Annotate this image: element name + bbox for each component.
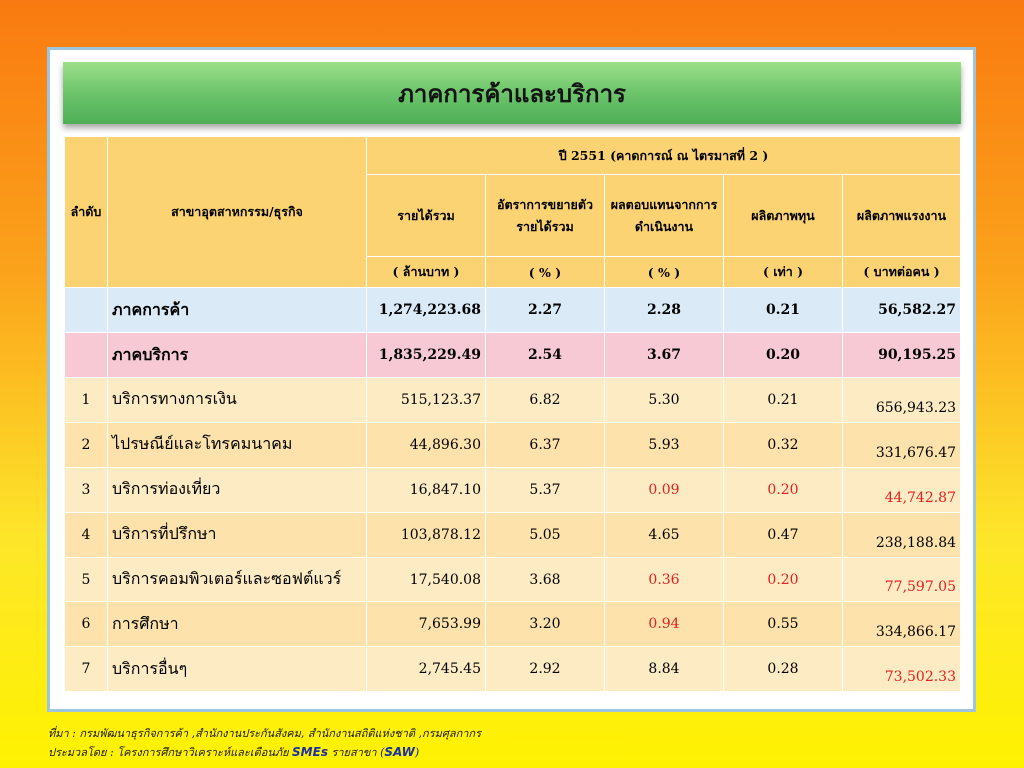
cell-revenue: 1,274,223.68 (366, 287, 486, 333)
cell-growth: 6.37 (485, 421, 605, 468)
cell-return: 5.93 (604, 421, 724, 468)
data-table: ลำดับ สาขาอุตสาหกรรม/ธุรกิจ ปี 2551 (คาด… (64, 136, 962, 693)
column-header-sector: สาขาอุตสาหกรรม/ธุรกิจ (107, 136, 367, 288)
unit-growth: ( % ) (485, 256, 605, 288)
cell-capital-productivity: 0.21 (723, 287, 843, 333)
cell-sector-name: บริการที่ปรึกษา (107, 511, 367, 558)
cell-labor-productivity: 238,188.84 (841, 511, 962, 558)
cell-sector-name: การศึกษา (107, 601, 367, 648)
source-note: ที่มา : กรมพัฒนาธุรกิจการค้า ,สำนักงานปร… (48, 727, 481, 740)
unit-return: ( % ) (604, 256, 724, 288)
cell-growth: 6.82 (485, 377, 605, 423)
cell-return: 0.09 (604, 466, 724, 513)
cell-growth: 2.54 (485, 332, 605, 378)
cell-capital-productivity: 0.47 (723, 511, 843, 558)
cell-growth: 5.05 (485, 511, 605, 558)
cell-rank: 3 (64, 466, 108, 513)
compiled-by-prefix: ประมวลโดย : โครงการศึกษาวิเคราะห์และเตือ… (48, 746, 289, 759)
cell-labor-productivity: 73,502.33 (841, 646, 962, 693)
cell-capital-productivity: 0.20 (723, 556, 843, 603)
cell-rank: 1 (64, 377, 108, 423)
table-row: ภาคการค้า 1,274,223.68 2.27 2.28 0.21 56,582.… (64, 287, 962, 333)
smes-label: SMEs (292, 745, 328, 759)
cell-growth: 2.27 (485, 287, 605, 333)
unit-revenue: ( ล้านบาท ) (366, 256, 486, 288)
table-row: 7 บริการอื่นๆ 2,745.45 2.92 8.84 0.28 73,502.3… (64, 646, 962, 693)
compiled-by-end: ) (414, 746, 420, 759)
column-header-rank: ลำดับ (64, 136, 108, 288)
compiled-by-mid: รายสาขา ( (331, 746, 385, 759)
cell-capital-productivity: 0.20 (723, 332, 843, 378)
table-row: ภาคบริการ 1,835,229.49 2.54 3.67 0.20 90,195.… (64, 332, 962, 378)
cell-revenue: 16,847.10 (366, 466, 486, 513)
compiled-by-note: ประมวลโดย : โครงการศึกษาวิเคราะห์และเตือ… (48, 743, 419, 761)
cell-labor-productivity: 334,866.17 (841, 601, 962, 648)
page-title: ภาคการค้าและบริการ (63, 62, 961, 124)
column-header-labor-productivity: ผลิตภาพแรงงาน (841, 174, 962, 257)
year-header: ปี 2551 (คาดการณ์ ณ ไตรมาสที่ 2 ) (365, 136, 962, 175)
cell-revenue: 515,123.37 (366, 377, 486, 423)
column-header-revenue: รายได้รวม (366, 174, 486, 257)
cell-labor-productivity: 90,195.25 (841, 332, 962, 378)
table-row: 6 การศึกษา 7,653.99 3.20 0.94 0.55 334,866.17 (64, 601, 962, 648)
cell-growth: 3.20 (485, 601, 605, 648)
table-row: 3 บริการท่องเที่ยว 16,847.10 5.37 0.09 0.20 44… (64, 466, 962, 513)
table-row: 2 ไปรษณีย์และโทรคมนาคม 44,896.30 6.37 5.93 0.… (64, 421, 962, 468)
saw-label: SAW (384, 745, 415, 759)
column-header-growth: อัตราการขยายตัวรายได้รวม (485, 174, 605, 257)
cell-labor-productivity: 331,676.47 (841, 421, 962, 468)
cell-return: 4.65 (604, 511, 724, 558)
cell-labor-productivity: 77,597.05 (841, 556, 962, 603)
cell-sector-name: ภาคการค้า (107, 287, 367, 333)
cell-capital-productivity: 0.32 (723, 421, 843, 468)
cell-sector-name: บริการทางการเงิน (107, 377, 367, 423)
unit-labor-productivity: ( บาทต่อคน ) (841, 256, 962, 288)
cell-rank: 6 (64, 601, 108, 648)
cell-rank: 5 (64, 556, 108, 603)
column-header-return: ผลตอบแทนจากการดำเนินงาน (604, 174, 724, 257)
cell-growth: 5.37 (485, 466, 605, 513)
cell-rank: 4 (64, 511, 108, 558)
cell-capital-productivity: 0.21 (723, 377, 843, 423)
cell-return: 0.94 (604, 601, 724, 648)
cell-return: 8.84 (604, 646, 724, 693)
cell-sector-name: บริการท่องเที่ยว (107, 466, 367, 513)
cell-revenue: 44,896.30 (366, 421, 486, 468)
cell-labor-productivity: 656,943.23 (841, 377, 962, 423)
cell-labor-productivity: 44,742.87 (841, 466, 962, 513)
cell-revenue: 7,653.99 (366, 601, 486, 648)
cell-sector-name: บริการอื่นๆ (107, 646, 367, 693)
cell-capital-productivity: 0.28 (723, 646, 843, 693)
cell-capital-productivity: 0.20 (723, 466, 843, 513)
cell-return: 0.36 (604, 556, 724, 603)
cell-growth: 2.92 (485, 646, 605, 693)
cell-return: 2.28 (604, 287, 724, 333)
cell-revenue: 1,835,229.49 (366, 332, 486, 378)
cell-sector-name: ไปรษณีย์และโทรคมนาคม (107, 421, 367, 468)
cell-revenue: 17,540.08 (366, 556, 486, 603)
cell-sector-name: ภาคบริการ (107, 332, 367, 378)
cell-capital-productivity: 0.55 (723, 601, 843, 648)
cell-growth: 3.68 (485, 556, 605, 603)
cell-rank: 7 (64, 646, 108, 693)
table-row: 4 บริการที่ปรึกษา 103,878.12 5.05 4.65 0.47 23… (64, 511, 962, 558)
cell-revenue: 2,745.45 (366, 646, 486, 693)
cell-revenue: 103,878.12 (366, 511, 486, 558)
cell-rank (64, 332, 108, 378)
unit-capital-productivity: ( เท่า ) (723, 256, 843, 288)
column-header-capital-productivity: ผลิตภาพทุน (723, 174, 843, 257)
cell-return: 5.30 (604, 377, 724, 423)
cell-labor-productivity: 56,582.27 (841, 287, 962, 333)
table-row: 1 บริการทางการเงิน 515,123.37 6.82 5.30 0.21 6… (64, 377, 962, 423)
table-row: 5 บริการคอมพิวเตอร์และซอฟต์แวร์ 17,540.08 3… (64, 556, 962, 603)
cell-rank: 2 (64, 421, 108, 468)
cell-return: 3.67 (604, 332, 724, 378)
table-body: ภาคการค้า 1,274,223.68 2.27 2.28 0.21 56,582.… (64, 287, 962, 693)
cell-sector-name: บริการคอมพิวเตอร์และซอฟต์แวร์ (107, 556, 367, 603)
cell-rank (64, 287, 108, 333)
